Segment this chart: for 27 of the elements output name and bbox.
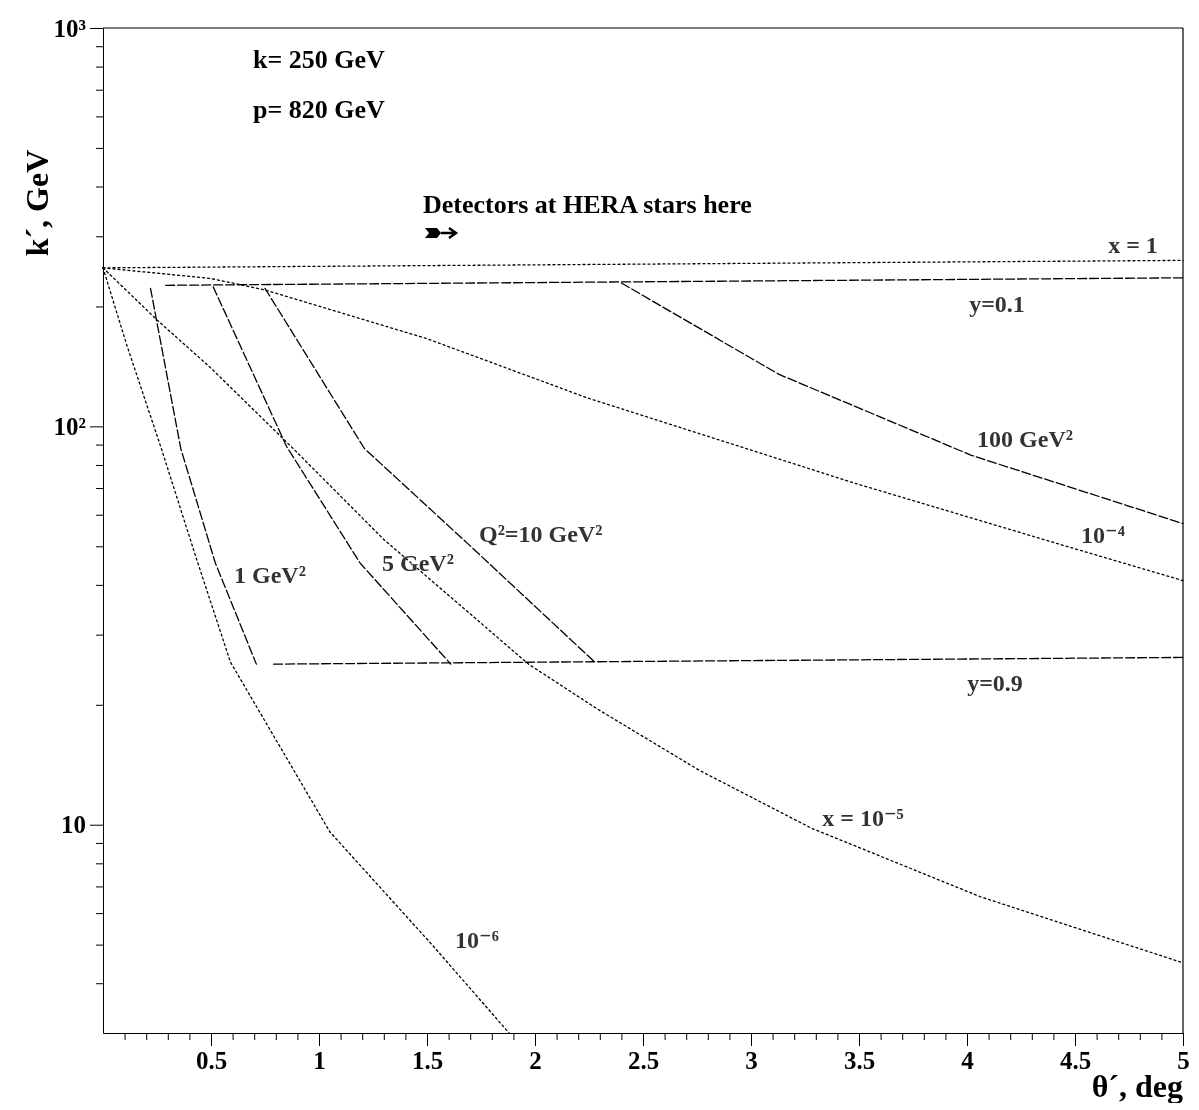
series-label: Q²=10 GeV² [479,521,603,548]
series-label: 5 GeV² [382,550,454,577]
series-label: y=0.9 [967,670,1023,697]
series-label: 100 GeV² [977,426,1073,453]
series-label: 1 GeV² [234,561,306,588]
annotation: Detectors at HERA stars here [423,190,752,219]
y-tick-label: 10³ [53,14,86,42]
x-tick-label: 3 [745,1046,758,1074]
x-tick-label: 5 [1177,1046,1190,1074]
series-label: 10⁻⁶ [455,926,499,953]
x-tick-label: 4 [961,1046,975,1074]
series-label: y=0.1 [969,290,1025,317]
y-tick-label: 10 [61,811,86,839]
y-tick-label: 10² [53,412,86,440]
x-tick-label: 2 [529,1046,542,1074]
series-label: 10⁻⁴ [1081,522,1125,549]
series-label: x = 10⁻⁵ [822,804,904,831]
annotation: p= 820 GeV [253,95,386,124]
y-axis-title: k´, GeV [19,149,55,257]
x-tick-label: 3.5 [843,1046,876,1074]
x-tick-label: 1.5 [411,1046,444,1074]
x-tick-label: 1 [313,1046,326,1074]
x-tick-label: 4.5 [1059,1046,1092,1074]
x-tick-label: 0.5 [195,1046,228,1074]
annotation: k= 250 GeV [253,45,386,74]
x-tick-label: 2.5 [627,1046,660,1074]
series-label: x = 1 [1108,232,1158,259]
